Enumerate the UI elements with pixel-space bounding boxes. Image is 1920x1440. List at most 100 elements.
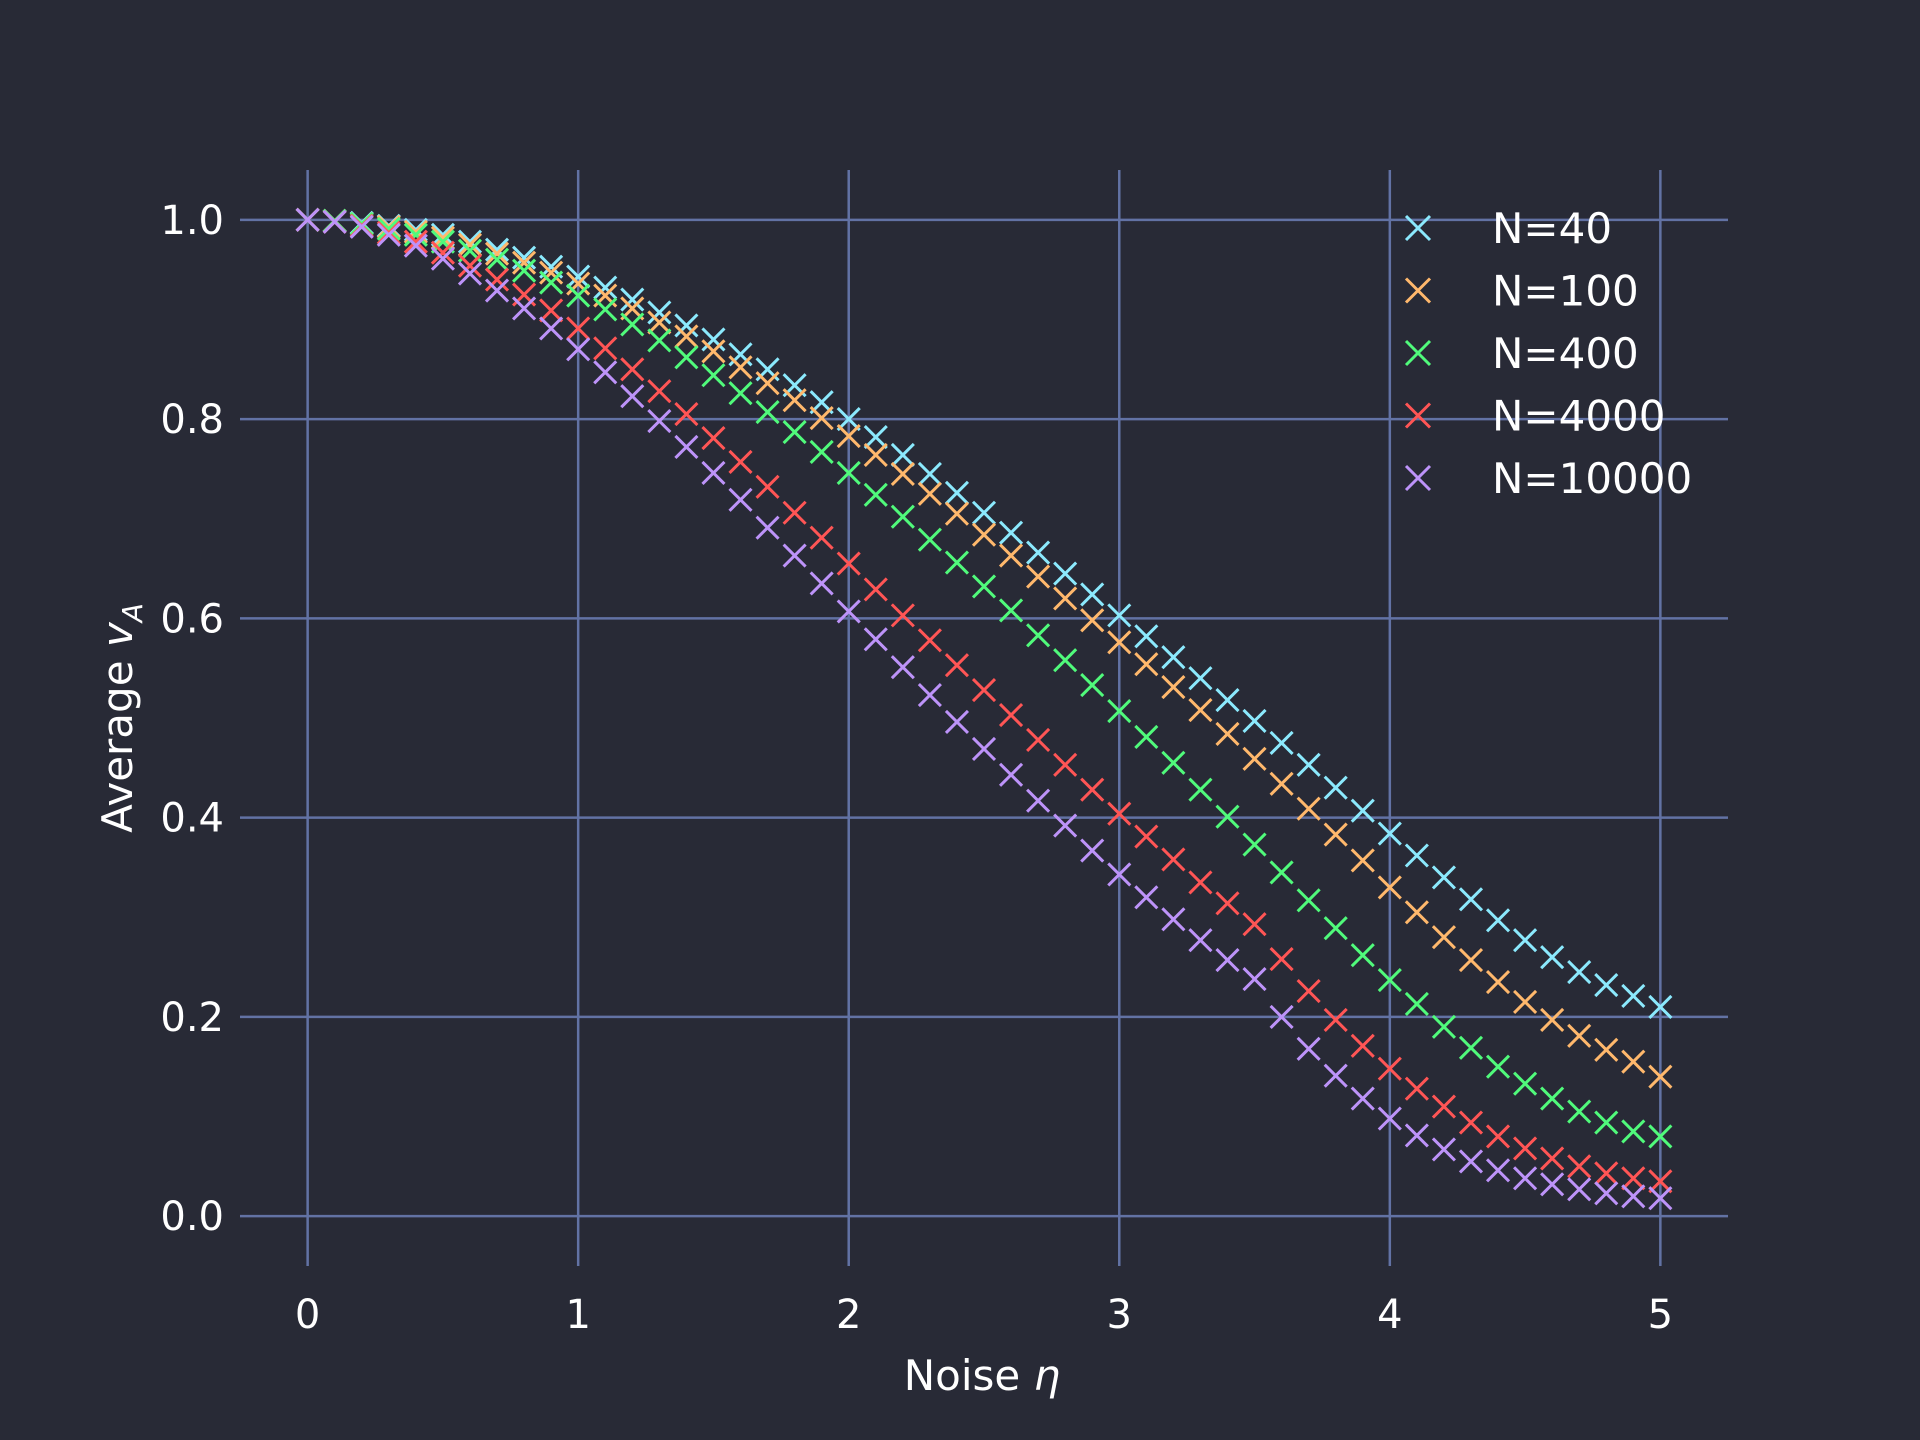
data-point (403, 233, 428, 258)
data-point (1458, 887, 1484, 912)
data-point (1567, 1154, 1592, 1179)
x-tick-label: 0 (295, 1292, 320, 1338)
data-point (539, 298, 564, 323)
data-point (863, 442, 888, 468)
data-point (1296, 752, 1321, 777)
data-point (1458, 1149, 1484, 1174)
data-point (1188, 928, 1213, 953)
data-point (971, 678, 997, 703)
data-point (1026, 623, 1051, 648)
data-point (1621, 1184, 1646, 1209)
data-point (1269, 947, 1294, 972)
data-point (1053, 648, 1078, 673)
data-point (1242, 832, 1267, 857)
data-point (1215, 688, 1240, 713)
y-tick-label: 0.6 (160, 596, 224, 642)
data-point (1377, 967, 1402, 993)
x-tick-label: 2 (836, 1292, 861, 1338)
data-point (620, 384, 645, 409)
data-point (1540, 1146, 1565, 1171)
data-point (890, 461, 915, 486)
data-point (403, 229, 428, 254)
data-point (1107, 862, 1132, 887)
x-tick-label: 4 (1377, 1292, 1402, 1338)
data-point (1350, 943, 1375, 968)
data-point (944, 709, 970, 735)
legend-marker (1404, 464, 1432, 492)
data-point (1296, 888, 1321, 913)
data-point (944, 653, 970, 678)
data-point (1053, 752, 1078, 777)
data-point (1485, 969, 1511, 995)
data-point (1485, 908, 1511, 933)
data-point (1648, 1186, 1673, 1211)
data-point (728, 381, 753, 406)
data-point (809, 571, 834, 596)
legend-label: N=100 (1492, 267, 1639, 316)
data-point (1567, 1099, 1592, 1124)
data-point (1026, 788, 1051, 813)
data-point (1431, 1014, 1456, 1039)
data-point (1458, 948, 1484, 973)
legend-marker (1404, 339, 1432, 367)
data-point (944, 501, 970, 526)
data-point (1080, 582, 1105, 607)
data-point (1513, 1071, 1538, 1096)
data-point (1215, 721, 1240, 747)
data-point (1323, 775, 1348, 800)
data-point (944, 550, 970, 575)
data-point (1377, 821, 1402, 846)
data-point (836, 551, 861, 576)
data-point (1161, 645, 1186, 670)
y-tick-label: 1.0 (160, 198, 224, 244)
data-point (863, 482, 888, 507)
data-point (1513, 989, 1538, 1015)
data-point (674, 345, 699, 370)
y-tick-label: 0.8 (160, 397, 224, 443)
data-point (998, 598, 1024, 623)
data-point (1377, 1106, 1402, 1131)
data-point (1567, 1177, 1592, 1202)
data-point (1161, 750, 1186, 775)
data-point (512, 296, 537, 321)
data-point (484, 237, 510, 262)
x-tick-label: 5 (1648, 1292, 1673, 1338)
data-point (1513, 928, 1538, 953)
data-point (1594, 1181, 1619, 1206)
data-point (1134, 724, 1159, 749)
data-point (457, 261, 483, 286)
data-points (295, 207, 1673, 1211)
legend-marker (1404, 277, 1432, 304)
data-point (430, 246, 455, 271)
data-point (863, 424, 888, 450)
data-point (1188, 777, 1213, 802)
data-point (809, 439, 834, 465)
data-point (1594, 1037, 1619, 1062)
data-point (863, 627, 888, 652)
data-point (890, 442, 915, 468)
data-point (944, 480, 970, 505)
data-point (728, 449, 753, 474)
data-point (647, 300, 672, 325)
data-point (1053, 586, 1078, 611)
x-tick-label: 1 (565, 1292, 590, 1338)
data-point (620, 312, 645, 337)
data-point (1648, 1064, 1673, 1089)
data-point (1242, 708, 1267, 734)
series-n-10000 (295, 207, 1673, 1211)
data-point (1485, 1158, 1511, 1183)
data-point (1540, 945, 1565, 970)
data-point (1323, 1063, 1348, 1088)
data-point (1134, 824, 1159, 849)
data-point (1296, 1036, 1321, 1061)
data-point (674, 434, 699, 460)
data-point (1540, 1086, 1565, 1111)
data-point (1621, 983, 1646, 1009)
data-point (782, 419, 807, 445)
data-point (430, 222, 455, 247)
data-point (1053, 813, 1078, 838)
data-point (1161, 907, 1186, 932)
data-point (1080, 673, 1105, 698)
data-point (539, 260, 564, 285)
legend-marker (1404, 402, 1432, 429)
